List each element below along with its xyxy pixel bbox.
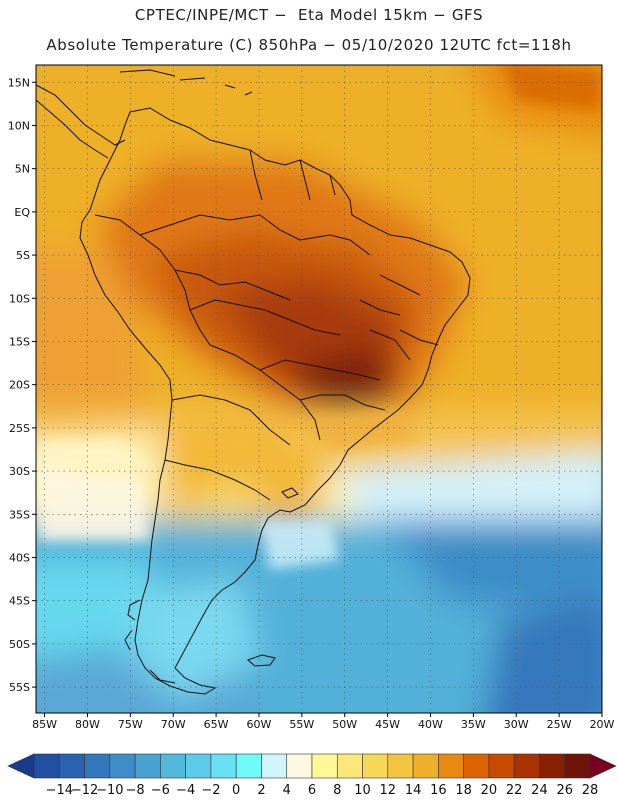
colorbar-label: −14 <box>46 783 73 798</box>
colorbar-bin <box>336 753 363 779</box>
lat-tick-label: 50S <box>9 638 30 651</box>
lon-tick-label: 45W <box>375 718 400 731</box>
lat-tick-label: 10N <box>8 119 30 132</box>
lat-tick-label: 25S <box>9 422 30 435</box>
colorbar-bin <box>513 753 540 779</box>
colorbar-label: 22 <box>506 783 523 798</box>
temperature-field <box>36 65 602 713</box>
colorbar-label: 16 <box>430 783 447 798</box>
colorbar-label: 2 <box>257 783 265 798</box>
colorbar-label: 4 <box>283 783 291 798</box>
colorbar-label: −4 <box>176 783 195 798</box>
lon-tick-label: 85W <box>32 718 57 731</box>
colorbar-label: 0 <box>232 783 240 798</box>
lat-tick-label: 20S <box>9 379 30 392</box>
lon-tick-label: 75W <box>118 718 143 731</box>
colorbar-bin <box>488 753 515 779</box>
colorbar-bin <box>539 753 566 779</box>
colorbar-bin <box>438 753 464 779</box>
colorbar-label: −6 <box>151 783 170 798</box>
lon-tick-label: 30W <box>504 718 529 731</box>
lon-tick-label: 65W <box>204 718 229 731</box>
colorbar-bin <box>84 753 111 779</box>
central-america-coastline <box>36 84 126 159</box>
colorbar-bin <box>564 753 591 779</box>
lat-tick-label: 45S <box>9 595 30 608</box>
colorbar-label: 24 <box>531 783 548 798</box>
lat-tick-label: EQ <box>14 206 30 219</box>
lat-tick-label: 40S <box>9 551 30 564</box>
country-borders <box>94 149 439 501</box>
colorbar-label: 6 <box>308 783 316 798</box>
lon-tick-label: 55W <box>289 718 314 731</box>
colorbar-label: 26 <box>556 783 573 798</box>
coastlines-and-borders <box>36 69 471 695</box>
colorbar: −14−12−10 −8 −6 −4 −2 0 2 4 6 8 10 12 14 16 18 20 22 24 26… <box>7 753 617 798</box>
colorbar-bin <box>33 753 60 779</box>
colorbar-bin <box>185 753 212 779</box>
colorbar-bin <box>463 753 490 779</box>
lat-tick-label: 55S <box>9 681 30 694</box>
lon-tick-label: 80W <box>75 718 100 731</box>
colorbar-label: −2 <box>201 783 220 798</box>
latitude-axis: 15N 10N 5N EQ 5S 10S 15S 20S 25S 30S 35S 40S 45S 50S 5… <box>8 76 36 694</box>
colorbar-bin <box>134 753 161 779</box>
colorbar-bin <box>311 753 338 779</box>
colorbar-bin <box>160 753 186 779</box>
colorbar-label: −8 <box>126 783 145 798</box>
colorbar-bin <box>261 753 288 779</box>
lat-tick-label: 15S <box>9 335 30 348</box>
graticule <box>36 65 602 713</box>
colorbar-label: 18 <box>455 783 472 798</box>
longitude-axis: 85W 80W 75W 70W 65W 60W 55W 50W 45W 40W 35W 30W 25W 2… <box>32 713 615 731</box>
colorbar-high-arrow <box>589 753 617 779</box>
colorbar-label: −10 <box>96 783 123 798</box>
colorbar-label: 14 <box>405 783 422 798</box>
lat-tick-label: 5N <box>15 163 30 176</box>
lat-tick-label: 30S <box>9 465 30 478</box>
lon-tick-label: 25W <box>547 718 572 731</box>
lon-tick-label: 50W <box>332 718 357 731</box>
lat-tick-label: 15N <box>8 76 30 89</box>
colorbar-bin <box>109 753 136 779</box>
lat-tick-label: 5S <box>16 249 30 262</box>
colorbar-label: 12 <box>380 783 397 798</box>
lon-tick-label: 20W <box>590 718 615 731</box>
colorbar-bin <box>387 753 414 779</box>
lon-tick-label: 70W <box>161 718 186 731</box>
colorbar-bin <box>286 753 313 779</box>
map-title-line-1: CPTEC/INPE/MCT − Eta Model 15km − GFS <box>134 6 484 24</box>
colorbar-bin <box>235 753 262 779</box>
colorbar-label: 10 <box>354 783 371 798</box>
lat-tick-label: 35S <box>9 508 30 521</box>
lat-tick-label: 10S <box>9 292 30 305</box>
colorbar-label: −12 <box>71 783 98 798</box>
lon-tick-label: 60W <box>247 718 272 731</box>
map-title-line-2: Absolute Temperature (C) 850hPa − 05/10/… <box>46 36 572 54</box>
lon-tick-label: 35W <box>461 718 486 731</box>
south-america-coastline <box>79 107 471 695</box>
lon-tick-label: 40W <box>418 718 443 731</box>
colorbar-bin <box>210 753 237 779</box>
colorbar-low-arrow <box>7 753 35 779</box>
colorbar-label: 28 <box>582 783 599 798</box>
colorbar-label: 20 <box>481 783 498 798</box>
colorbar-bin <box>58 753 85 779</box>
colorbar-bin <box>412 753 439 779</box>
map-frame <box>35 64 603 714</box>
colorbar-bin <box>362 753 389 779</box>
colorbar-label: 8 <box>333 783 341 798</box>
